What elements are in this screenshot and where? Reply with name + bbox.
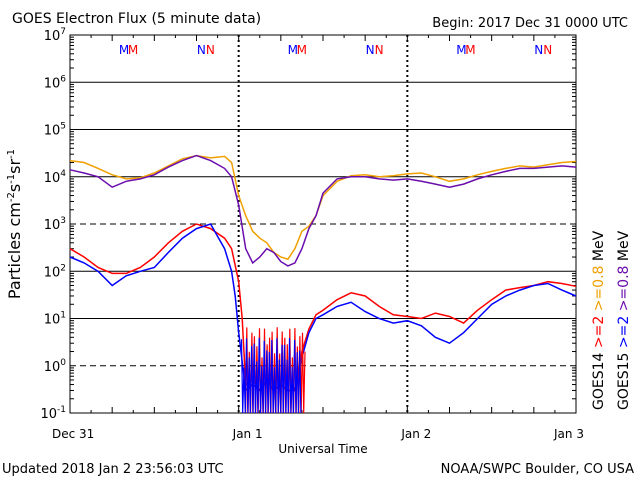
y-tick-label: 106 xyxy=(44,74,67,91)
event-marker: M xyxy=(119,43,129,57)
event-marker: M xyxy=(128,43,138,57)
x-tick-label: Dec 31 xyxy=(52,427,94,441)
series-spikes xyxy=(240,337,302,414)
y-tick-label: 102 xyxy=(44,263,66,280)
series-line xyxy=(69,154,577,267)
chart-title: GOES Electron Flux (5 minute data) xyxy=(12,11,262,27)
legend-goes14: GOES14 >=2 >=0.8 MeV xyxy=(591,230,607,410)
y-tick-label: 104 xyxy=(44,169,67,186)
event-marker: M xyxy=(288,43,298,57)
event-marker: M xyxy=(456,43,466,57)
y-tick-label: 101 xyxy=(44,311,66,328)
y-tick-label: 103 xyxy=(44,216,66,233)
series-spikes xyxy=(243,327,306,414)
event-marker: N xyxy=(366,43,375,57)
event-marker: M xyxy=(465,43,475,57)
y-tick-label: 10-1 xyxy=(40,405,66,422)
updated-label: Updated 2018 Jan 2 23:56:03 UTC xyxy=(2,462,224,477)
event-marker: N xyxy=(375,43,384,57)
legend-goes15: GOES15 >=2 >=0.8 MeV xyxy=(616,230,632,410)
event-marker: N xyxy=(534,43,543,57)
y-tick-label: 105 xyxy=(44,122,66,139)
event-marker: N xyxy=(206,43,215,57)
x-tick-label: Jan 3 xyxy=(553,427,584,441)
x-tick-label: Jan 2 xyxy=(400,427,431,441)
y-tick-label: 107 xyxy=(44,27,66,44)
event-marker: N xyxy=(543,43,552,57)
y-tick-label: 100 xyxy=(44,358,67,375)
x-axis-label: Universal Time xyxy=(278,442,367,456)
credit-label: NOAA/SWPC Boulder, CO USA xyxy=(440,462,634,477)
event-marker: N xyxy=(197,43,206,57)
x-tick-label: Jan 1 xyxy=(232,427,263,441)
y-axis-label: Particles cm-2s-1sr-1 xyxy=(5,149,24,299)
event-marker: M xyxy=(297,43,307,57)
series-line xyxy=(69,154,577,261)
begin-label: Begin: 2017 Dec 31 0000 UTC xyxy=(432,16,628,31)
